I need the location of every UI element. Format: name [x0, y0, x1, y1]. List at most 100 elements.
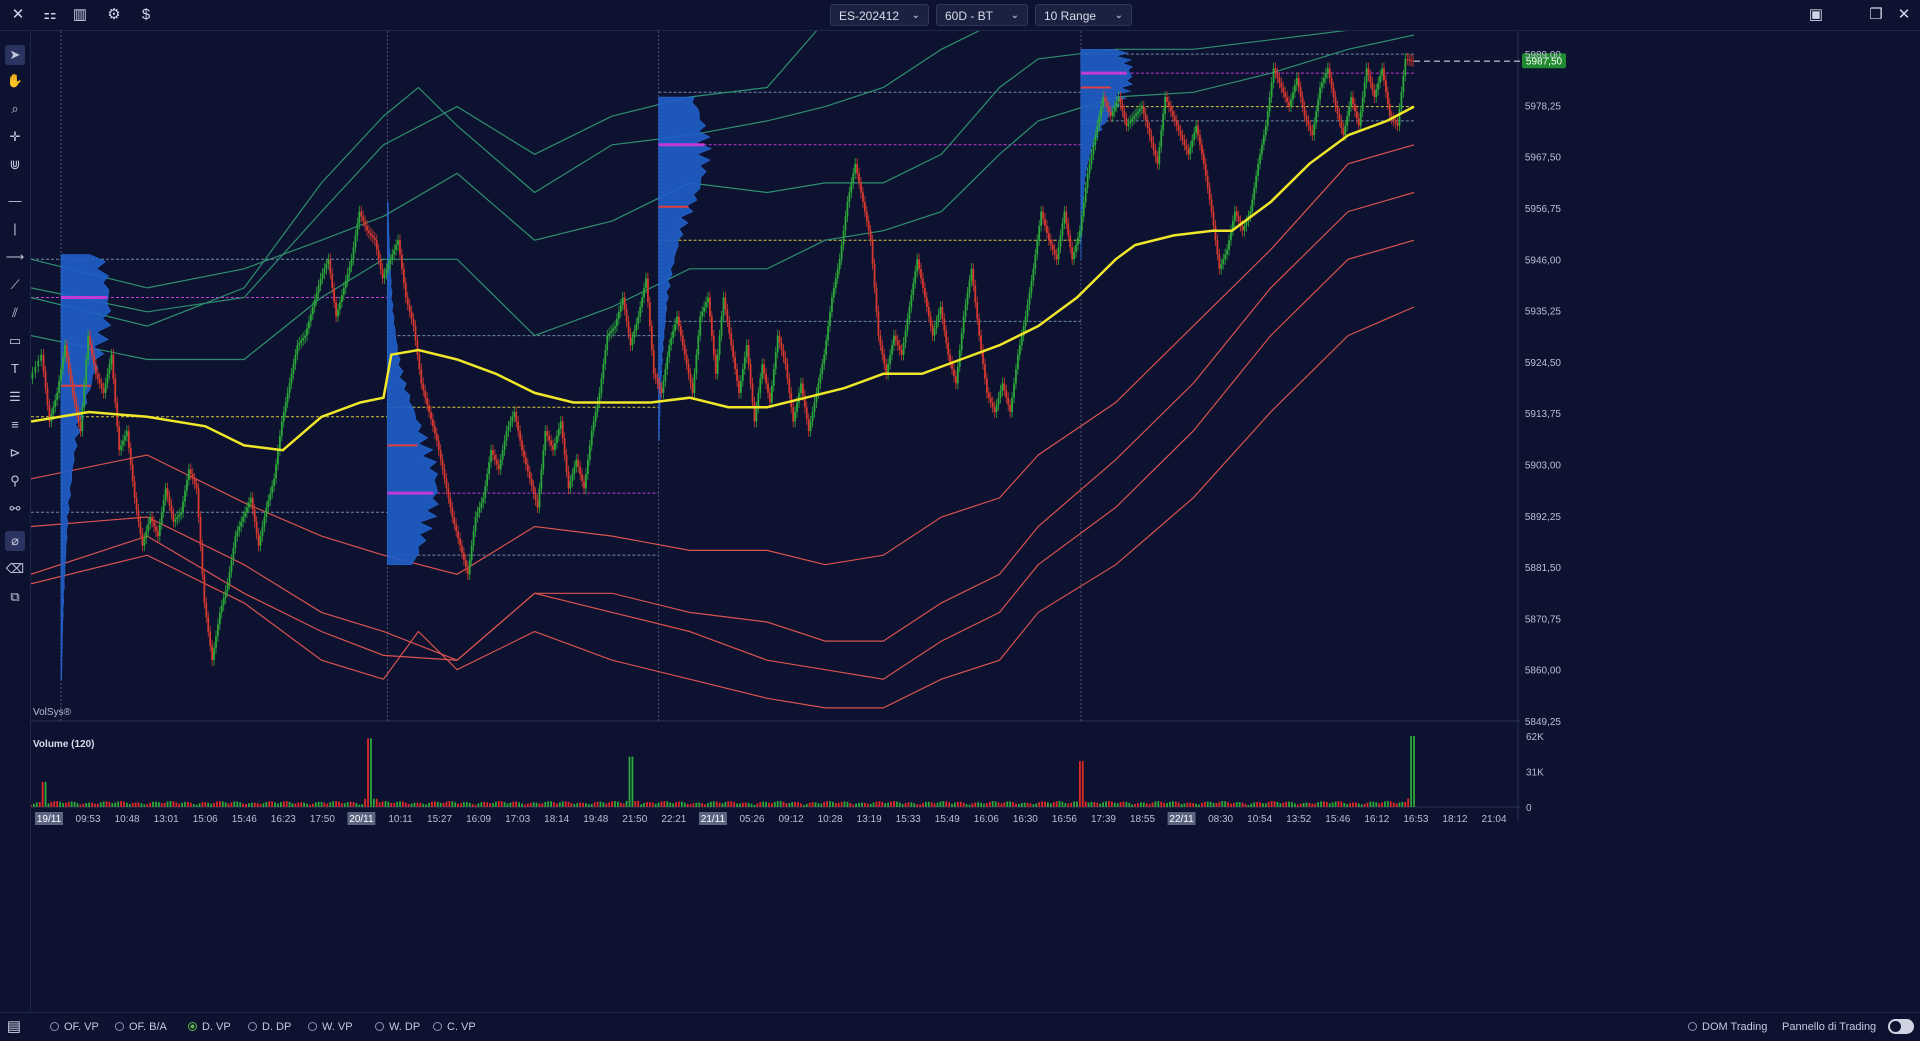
- volume-bar: [669, 802, 672, 807]
- vertical-line-icon[interactable]: |: [13, 221, 17, 236]
- candles-icon[interactable]: ⚏: [43, 6, 57, 23]
- candle: [282, 412, 285, 422]
- candle: [647, 278, 649, 303]
- candle: [544, 431, 547, 451]
- candle: [385, 268, 388, 274]
- volume-bar: [306, 803, 308, 807]
- y-tick-label: 5913,75: [1525, 409, 1562, 420]
- volume-bar: [1160, 801, 1163, 807]
- candle: [586, 459, 589, 475]
- volume-bar: [419, 802, 422, 807]
- candle: [1412, 60, 1414, 62]
- candle: [743, 357, 746, 370]
- trend-line-icon[interactable]: ⟋: [10, 277, 20, 292]
- text-icon[interactable]: T: [11, 361, 19, 376]
- candle: [1357, 118, 1360, 126]
- bar-type-dropdown[interactable]: 10 Range ⌄: [1035, 4, 1132, 26]
- volume-bar: [1029, 803, 1032, 807]
- horizontal-line-icon[interactable]: —: [8, 193, 22, 208]
- fibonacci-icon[interactable]: ☰: [9, 389, 21, 404]
- candle: [143, 538, 146, 546]
- profile-option-w-vp[interactable]: W. VP: [308, 1020, 353, 1034]
- volume-bar: [38, 801, 41, 807]
- list-icon[interactable]: ≡: [11, 417, 19, 432]
- profile-option-d-vp[interactable]: D. VP: [188, 1020, 231, 1034]
- close-icon[interactable]: ✕: [11, 6, 25, 23]
- terminal-icon[interactable]: ▤: [6, 1018, 22, 1035]
- volume-bar: [1256, 801, 1259, 807]
- timeframe-dropdown[interactable]: 60D - BT ⌄: [936, 4, 1028, 26]
- dollar-icon[interactable]: $: [141, 6, 151, 23]
- chevron-down-icon: ⌄: [1010, 10, 1019, 21]
- trading-panel-toggle[interactable]: [1888, 1019, 1914, 1034]
- candle: [997, 397, 1000, 405]
- dom-trading-option[interactable]: DOM Trading: [1688, 1020, 1767, 1034]
- instrument-dropdown[interactable]: ES-202412 ⌄: [830, 4, 929, 26]
- rectangle-icon[interactable]: ▭: [8, 333, 22, 348]
- candle: [815, 392, 818, 403]
- candle: [844, 216, 847, 231]
- layers-icon[interactable]: ⧉: [10, 589, 20, 604]
- volume-bar: [468, 802, 471, 807]
- candle: [565, 454, 568, 472]
- magnet-icon[interactable]: ⋓: [9, 157, 21, 172]
- candle: [555, 435, 558, 444]
- candle: [168, 496, 171, 506]
- volume-bar: [640, 804, 643, 807]
- volume-bar: [802, 805, 805, 807]
- crosshair-icon[interactable]: ✛: [9, 129, 21, 144]
- lock-drawing-icon[interactable]: ⌀: [5, 531, 25, 551]
- candle: [187, 469, 190, 481]
- maximize-panel-icon[interactable]: ▣: [1808, 6, 1824, 23]
- ray-icon[interactable]: ⟶: [5, 249, 25, 264]
- candle: [197, 488, 200, 517]
- volume-bar: [852, 804, 855, 807]
- profile-option-c-vp[interactable]: C. VP: [433, 1020, 476, 1034]
- volume-bar: [1105, 801, 1107, 807]
- candle: [1228, 240, 1230, 250]
- candle: [1371, 82, 1374, 90]
- settings-gear-icon[interactable]: ⚙: [107, 6, 121, 23]
- close-window-icon[interactable]: ✕: [1897, 6, 1911, 23]
- profile-option-d-dp[interactable]: D. DP: [248, 1020, 291, 1034]
- volume-bar: [590, 803, 593, 807]
- channel-icon[interactable]: ⫽: [12, 305, 18, 320]
- restore-window-icon[interactable]: ❐: [1869, 6, 1883, 23]
- candle: [902, 342, 905, 355]
- volume-bar: [887, 802, 890, 807]
- candle: [439, 450, 442, 460]
- candle: [945, 330, 948, 343]
- sync-icon[interactable]: ⚯: [9, 501, 21, 516]
- candle: [1133, 116, 1136, 119]
- volume-bar: [262, 803, 265, 807]
- profile-option-of-b-a[interactable]: OF. B/A: [115, 1020, 167, 1034]
- candle: [1326, 68, 1329, 74]
- profile-option-of-vp[interactable]: OF. VP: [50, 1020, 99, 1034]
- candle: [1179, 130, 1182, 136]
- cursor-icon[interactable]: ➤: [5, 45, 25, 65]
- candle: [809, 421, 812, 432]
- volume-bar: [1235, 802, 1238, 807]
- volume-bar: [422, 803, 425, 807]
- candle: [1197, 125, 1199, 136]
- profile-option-w-dp[interactable]: W. DP: [375, 1020, 420, 1034]
- eraser-icon[interactable]: ⌫: [5, 561, 25, 576]
- volume-bar: [355, 803, 358, 807]
- candle: [306, 328, 308, 336]
- candle: [342, 287, 345, 296]
- candle: [984, 364, 986, 379]
- candle: [1055, 254, 1058, 260]
- candle: [377, 249, 380, 260]
- measure-icon[interactable]: ⊳: [9, 445, 21, 460]
- volume-bar: [155, 801, 157, 807]
- bars-icon[interactable]: ▥: [72, 6, 88, 23]
- volume-tick-label: 31K: [1526, 768, 1544, 779]
- candle: [1255, 175, 1258, 188]
- zoom-icon[interactable]: ⌕: [11, 101, 19, 116]
- alert-icon[interactable]: ⚲: [10, 473, 20, 488]
- hand-icon[interactable]: ✋: [6, 73, 24, 88]
- volume-bar: [346, 802, 349, 807]
- volume-bar: [1174, 801, 1177, 807]
- volume-bar: [175, 802, 178, 807]
